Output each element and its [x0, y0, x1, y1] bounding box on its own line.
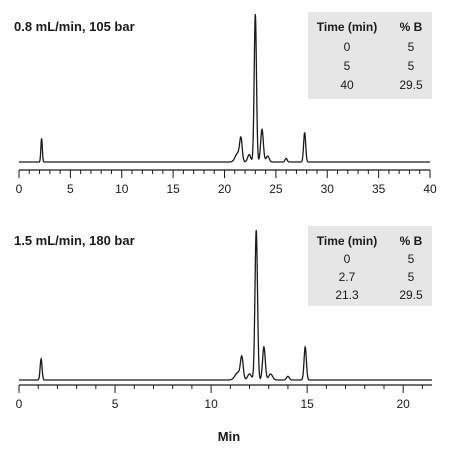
gradient-table-cell: 5: [408, 40, 415, 54]
gradient-table-header-b: % B: [400, 234, 423, 248]
gradient-table-cell: 2.7: [339, 270, 356, 284]
x-tick-label: 20: [218, 182, 232, 196]
plot-area: 0 5 10 15 20: [16, 230, 432, 411]
gradient-table-cell: 5: [408, 59, 415, 73]
gradient-table-background: [308, 12, 432, 99]
gradient-table-header-b: % B: [400, 20, 423, 34]
x-tick-label: 0: [16, 397, 23, 411]
x-tick-label: 25: [269, 182, 283, 196]
x-tick-label: 30: [321, 182, 335, 196]
gradient-table-header-time: Time (min): [317, 234, 377, 248]
gradient-table-cell: 40: [340, 78, 354, 92]
gradient-table-cell: 5: [408, 252, 415, 266]
panel-title: 0.8 mL/min, 105 bar: [14, 19, 135, 34]
gradient-table-cell: 21.3: [335, 288, 359, 302]
gradient-table-cell: 5: [408, 270, 415, 284]
x-tick-label: 10: [115, 182, 129, 196]
x-tick-label: 20: [397, 397, 411, 411]
gradient-table-cell: 5: [344, 59, 351, 73]
gradient-table-cell: 0: [344, 252, 351, 266]
chromatogram-panel-top: 0.8 mL/min, 105 bar Time (min) % B 0 5 5…: [14, 12, 437, 196]
x-axis-label: Min: [218, 429, 240, 444]
x-tick-label: 15: [300, 397, 314, 411]
gradient-table-background: [308, 226, 432, 306]
gradient-table-cell: 0: [344, 40, 351, 54]
panel-title: 1.5 mL/min, 180 bar: [14, 233, 135, 248]
gradient-table-cell: 29.5: [399, 78, 423, 92]
gradient-table-cell: 29.5: [399, 288, 423, 302]
x-tick-label: 10: [204, 397, 218, 411]
chromatogram-trace: [19, 230, 432, 381]
plot-area: 0 5 10 15 20 25 30 35 40: [16, 13, 437, 196]
chromatogram-trace: [19, 13, 430, 163]
x-tick-label: 35: [372, 182, 386, 196]
x-tick-label: 40: [423, 182, 437, 196]
x-tick-label: 15: [166, 182, 180, 196]
x-tick-label: 5: [112, 397, 119, 411]
chromatogram-panel-bottom: 1.5 mL/min, 180 bar Time (min) % B 0 5 2…: [14, 226, 432, 444]
gradient-table-header-time: Time (min): [317, 20, 377, 34]
x-tick-label: 0: [16, 182, 23, 196]
x-tick-label: 5: [67, 182, 74, 196]
